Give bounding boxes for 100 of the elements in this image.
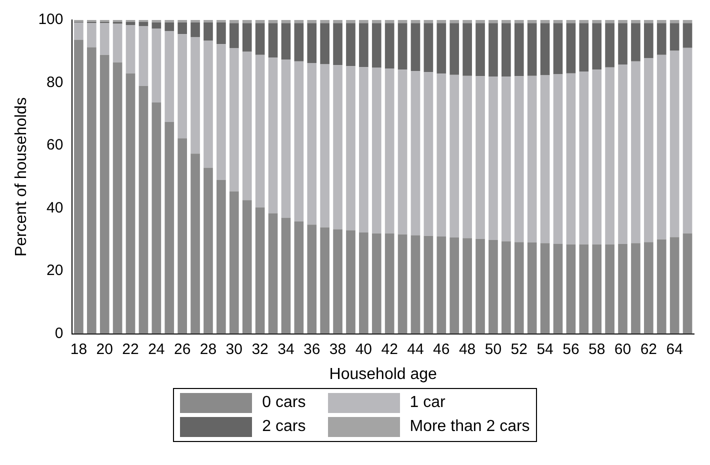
bar [540,75,550,244]
bar [164,22,174,31]
x-tick-label: 62 [640,340,658,358]
bar [618,20,628,24]
bar [644,20,654,24]
x-axis-title: Household age [329,366,438,383]
bar [229,23,239,48]
bar [307,23,317,63]
bar [566,20,576,24]
bar [346,20,356,24]
bar [514,23,524,76]
x-tick-label: 40 [355,340,372,358]
bar [592,23,602,70]
bar [682,20,692,24]
bar [527,76,537,242]
x-tick-label: 24 [148,340,165,358]
bar [204,168,213,334]
bar [436,20,446,24]
bar [307,62,317,225]
bar [164,20,174,23]
bar [112,24,122,62]
bar [618,23,628,65]
bar [204,20,213,23]
bar [190,154,200,334]
x-tick-label: 18 [70,340,88,358]
bar [178,138,187,334]
bar [488,240,498,334]
bar [164,30,174,122]
bar [450,23,460,75]
bar [178,20,187,23]
bar [138,22,148,26]
bar [359,232,368,334]
bar [502,20,511,24]
bar [255,20,265,24]
bar [281,218,291,334]
bar [86,47,96,334]
bar [656,54,666,240]
y-tick-label: 20 [46,262,64,280]
x-tick-label: 38 [329,340,346,358]
bar [462,20,472,24]
bar [644,242,654,334]
bar [424,236,434,334]
bar [268,23,278,58]
bar [605,23,614,68]
bar [333,65,342,230]
bar [281,23,291,60]
y-tick-label: 60 [46,136,64,154]
bar [644,58,654,242]
bar [514,76,524,242]
x-tick-label: 58 [588,340,606,358]
bar [126,25,136,74]
bar [462,238,472,334]
bar [410,20,420,24]
bar [294,221,304,334]
bar [294,20,304,24]
bar [242,23,252,52]
bar [618,244,628,334]
x-tick-label: 54 [536,340,554,358]
bar [281,20,291,24]
bar [488,20,498,24]
bar [372,23,382,68]
x-tick-label: 28 [200,340,217,358]
bar [255,23,265,55]
x-tick-label: 56 [562,340,580,358]
bar [398,70,408,234]
bar [579,71,589,244]
bar [384,23,394,69]
bar [398,234,408,334]
bar [398,20,408,24]
bar [346,66,356,230]
bar [410,23,420,72]
bar [476,239,485,334]
bar [656,20,666,24]
bar [592,70,602,244]
x-tick-label: 46 [433,340,450,358]
bar [346,230,356,334]
bar [424,72,434,236]
bar [682,23,692,48]
bar [670,50,680,238]
bar [255,207,265,334]
bar [605,244,614,334]
bar [100,23,110,55]
bar [126,22,136,26]
y-axis-title: Percent of households [13,97,30,257]
bar [450,74,460,238]
bar [190,22,200,38]
x-tick-label: 30 [226,340,242,358]
bar [152,20,162,23]
bar [566,23,576,74]
bar [372,233,382,334]
bar [631,243,640,334]
bar [320,64,330,228]
bar [346,23,356,66]
legend-label: More than 2 cars [410,418,530,436]
bar [138,26,148,86]
bar [436,74,446,237]
bar [527,23,537,76]
bar [540,20,550,24]
bar [527,242,537,334]
bar [281,60,291,218]
